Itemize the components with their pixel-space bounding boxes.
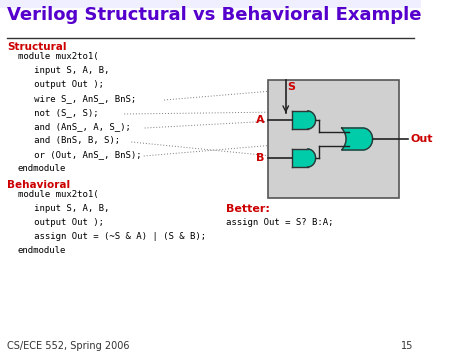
- Text: not (S_, S);: not (S_, S);: [18, 108, 99, 117]
- Text: or (Out, AnS_, BnS);: or (Out, AnS_, BnS);: [18, 150, 141, 159]
- Text: Verilog Structural vs Behavioral Example: Verilog Structural vs Behavioral Example: [7, 6, 421, 24]
- Text: Structural: Structural: [7, 42, 67, 52]
- Bar: [292, 149, 308, 167]
- Bar: [292, 111, 308, 129]
- Polygon shape: [308, 111, 316, 129]
- Text: Better:: Better:: [226, 204, 270, 214]
- Text: S: S: [288, 82, 295, 92]
- Polygon shape: [308, 149, 316, 167]
- Bar: [0, 0, 420, 8]
- Text: Out: Out: [410, 134, 432, 144]
- Text: module mux2to1(: module mux2to1(: [18, 52, 99, 61]
- Text: output Out );: output Out );: [18, 218, 104, 227]
- Text: wire S_, AnS_, BnS;: wire S_, AnS_, BnS;: [18, 94, 136, 103]
- Text: 15: 15: [401, 341, 413, 351]
- Text: endmodule: endmodule: [18, 246, 66, 255]
- Text: A: A: [256, 115, 264, 125]
- Text: B: B: [256, 153, 264, 163]
- Text: assign Out = S? B:A;: assign Out = S? B:A;: [226, 218, 334, 227]
- Text: endmodule: endmodule: [18, 164, 66, 173]
- Text: input S, A, B,: input S, A, B,: [18, 204, 109, 213]
- Text: output Out );: output Out );: [18, 80, 104, 89]
- Text: and (AnS_, A, S_);: and (AnS_, A, S_);: [18, 122, 131, 131]
- Text: assign Out = (~S & A) | (S & B);: assign Out = (~S & A) | (S & B);: [18, 232, 206, 241]
- Text: input S, A, B,: input S, A, B,: [18, 66, 109, 75]
- Text: Behavioral: Behavioral: [7, 180, 70, 190]
- Text: CS/ECE 552, Spring 2006: CS/ECE 552, Spring 2006: [7, 341, 129, 351]
- Text: module mux2to1(: module mux2to1(: [18, 190, 99, 199]
- Bar: [268, 80, 400, 198]
- Polygon shape: [342, 128, 373, 150]
- Text: and (BnS, B, S);: and (BnS, B, S);: [18, 136, 120, 145]
